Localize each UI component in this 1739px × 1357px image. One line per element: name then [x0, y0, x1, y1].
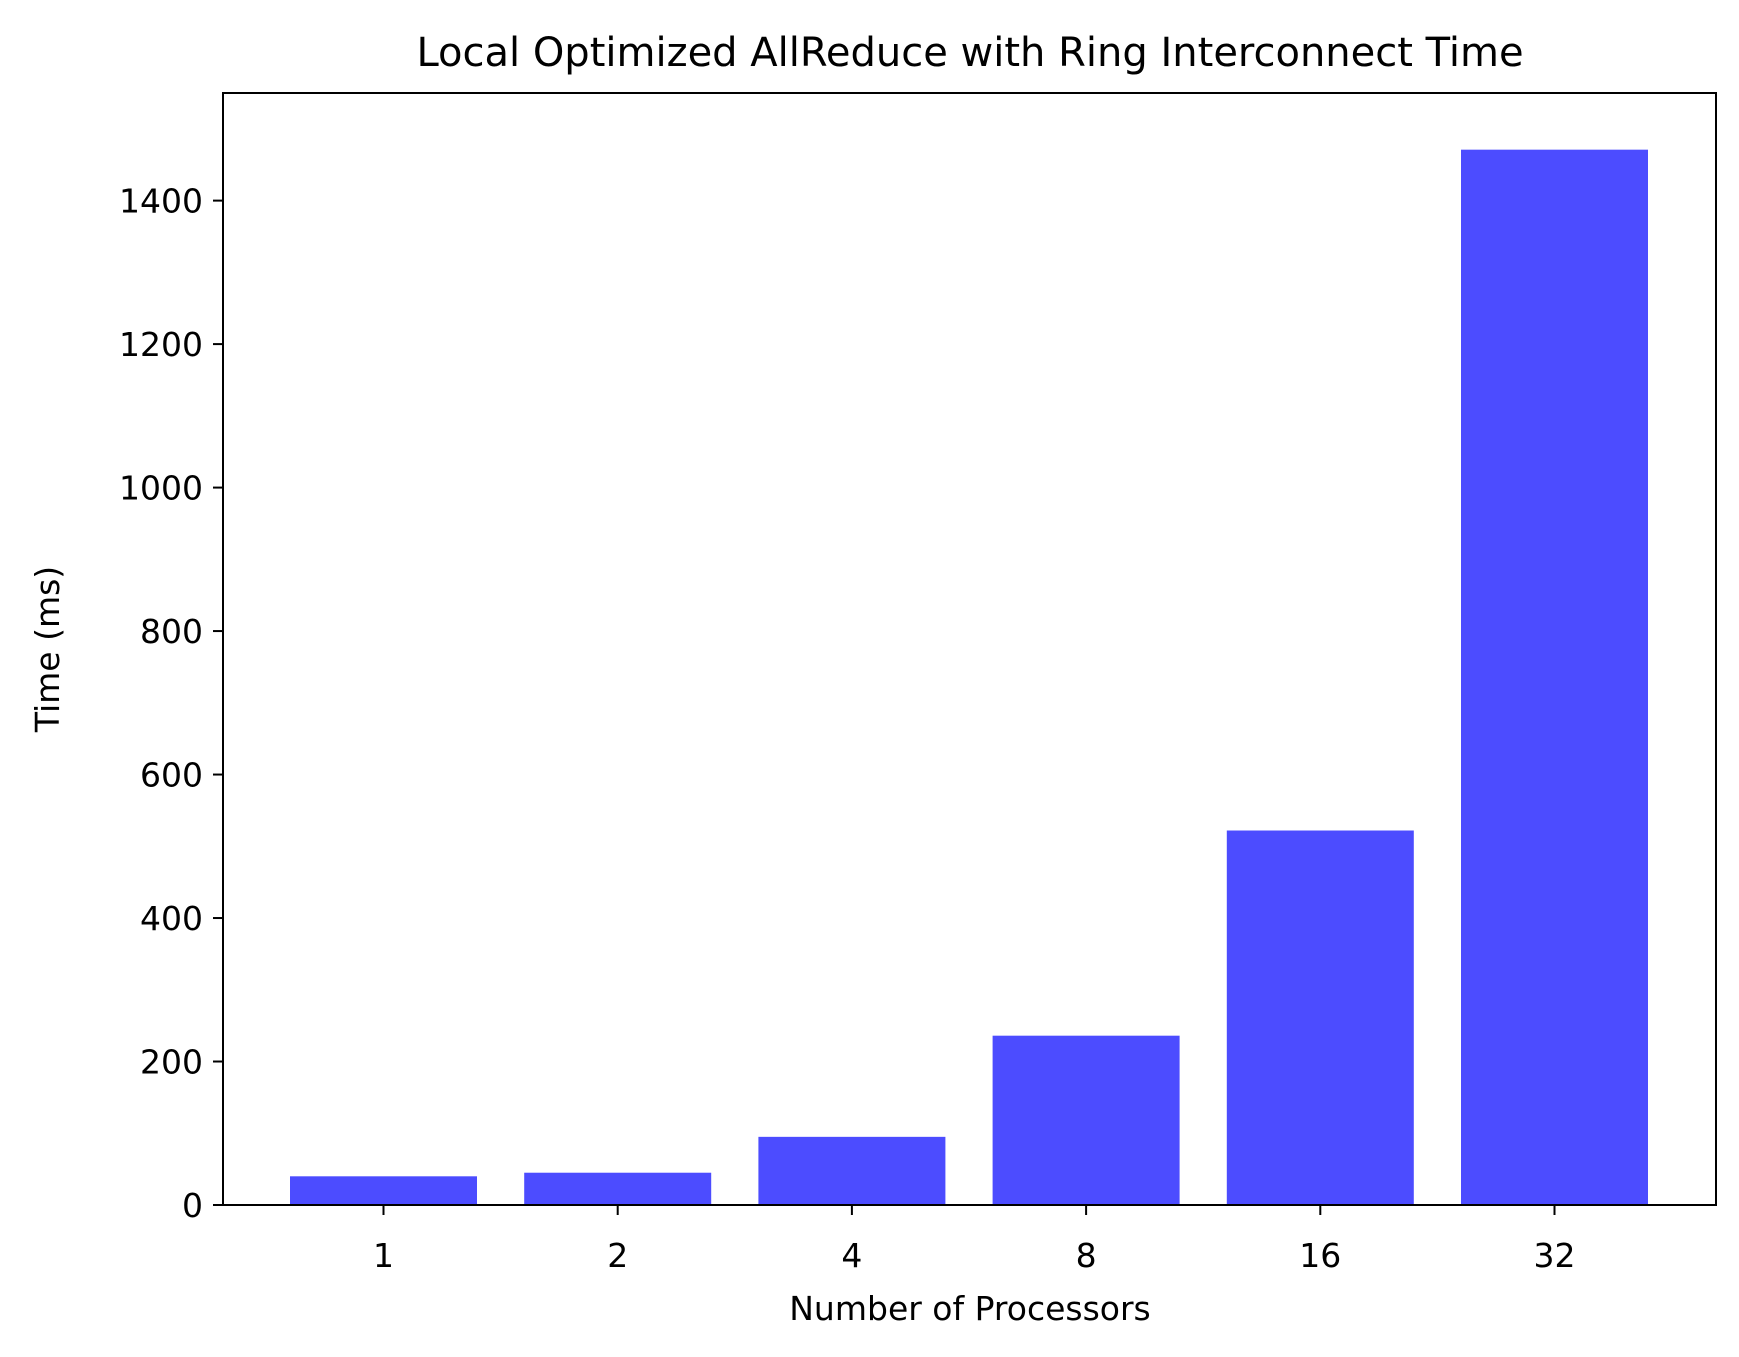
y-tick-label: 0: [182, 1186, 203, 1225]
bar-16: [1226, 830, 1414, 1205]
y-tick-label: 800: [140, 612, 203, 651]
bar-8: [992, 1035, 1180, 1205]
bars: [290, 149, 1648, 1205]
y-axis-ticks: 0 200 400 600 800 1000 1200 1400: [119, 182, 223, 1225]
x-axis-label: Number of Processors: [789, 1289, 1151, 1328]
x-tick-label: 4: [841, 1236, 862, 1275]
y-tick-label: 200: [140, 1043, 203, 1082]
bar-32: [1461, 149, 1648, 1205]
bar-2: [524, 1172, 712, 1205]
plot-frame: [222, 92, 1717, 1206]
bar-4: [758, 1136, 946, 1205]
y-tick-label: 1000: [119, 469, 203, 508]
y-tick-label: 400: [140, 899, 203, 938]
y-tick-label: 600: [140, 756, 203, 795]
x-axis-ticks: 1 2 4 8 16 32: [373, 1205, 1576, 1275]
bar-1: [290, 1176, 477, 1205]
y-tick-label: 1200: [119, 325, 203, 364]
y-tick-label: 1400: [119, 182, 203, 221]
x-tick-label: 8: [1076, 1236, 1097, 1275]
x-tick-label: 1: [373, 1236, 394, 1275]
chart-title: Local Optimized AllReduce with Ring Inte…: [416, 30, 1523, 76]
x-tick-label: 2: [607, 1236, 628, 1275]
y-axis-label: Time (ms): [28, 566, 67, 733]
x-tick-label: 32: [1534, 1236, 1576, 1275]
x-tick-label: 16: [1299, 1236, 1341, 1275]
